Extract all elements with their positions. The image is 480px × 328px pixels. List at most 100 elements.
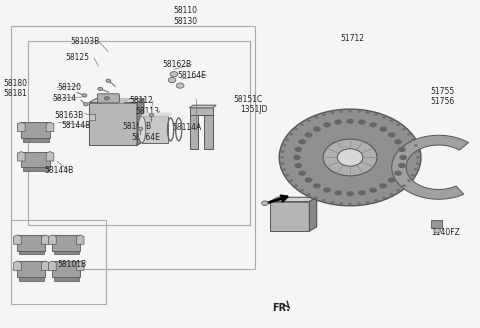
Circle shape: [294, 128, 298, 131]
Ellipse shape: [138, 116, 146, 143]
Circle shape: [369, 122, 377, 127]
Bar: [270, 202, 310, 231]
Polygon shape: [89, 99, 144, 103]
Circle shape: [337, 149, 363, 166]
Circle shape: [322, 199, 326, 202]
Circle shape: [390, 119, 394, 122]
Circle shape: [394, 171, 402, 176]
Polygon shape: [17, 152, 25, 161]
Circle shape: [369, 188, 377, 193]
Polygon shape: [76, 261, 84, 270]
Circle shape: [402, 184, 406, 187]
Circle shape: [407, 179, 411, 182]
Circle shape: [416, 150, 420, 153]
Circle shape: [299, 171, 306, 176]
Circle shape: [357, 110, 361, 113]
Circle shape: [434, 228, 441, 233]
Polygon shape: [101, 99, 129, 103]
Circle shape: [314, 196, 318, 199]
Bar: [190, 108, 213, 115]
Text: 58161B: 58161B: [123, 122, 152, 131]
Bar: [54, 251, 79, 255]
Polygon shape: [46, 152, 54, 161]
Polygon shape: [392, 135, 468, 199]
Circle shape: [348, 110, 352, 113]
Circle shape: [323, 122, 331, 127]
Bar: [28, 41, 250, 225]
Circle shape: [176, 83, 184, 88]
Circle shape: [84, 103, 88, 106]
Bar: [11, 26, 255, 270]
Polygon shape: [432, 219, 442, 228]
Circle shape: [348, 203, 352, 205]
Circle shape: [323, 188, 331, 193]
Circle shape: [339, 110, 343, 113]
Text: 51755: 51755: [431, 87, 455, 96]
Circle shape: [379, 183, 387, 188]
Circle shape: [414, 144, 418, 147]
Text: 58130: 58130: [173, 17, 197, 27]
Circle shape: [398, 163, 406, 168]
Circle shape: [286, 174, 289, 176]
Text: 58164E: 58164E: [178, 71, 207, 80]
Circle shape: [388, 177, 396, 183]
Circle shape: [358, 119, 366, 125]
Text: 1140FZ: 1140FZ: [432, 228, 460, 237]
Bar: [19, 277, 44, 280]
Polygon shape: [46, 122, 54, 132]
Text: FR.: FR.: [273, 303, 290, 313]
Polygon shape: [41, 261, 49, 270]
Circle shape: [313, 183, 321, 188]
Circle shape: [339, 202, 343, 205]
Circle shape: [331, 201, 335, 204]
Text: 58163B: 58163B: [54, 111, 84, 120]
Circle shape: [307, 193, 311, 195]
Circle shape: [313, 127, 321, 132]
Circle shape: [396, 189, 400, 192]
Polygon shape: [310, 197, 317, 231]
Bar: [52, 235, 80, 251]
Circle shape: [335, 190, 342, 195]
Circle shape: [281, 150, 285, 153]
Polygon shape: [270, 197, 317, 202]
Bar: [23, 167, 48, 171]
Text: 58113: 58113: [136, 107, 160, 115]
Polygon shape: [48, 235, 56, 244]
Text: 58112: 58112: [129, 96, 153, 106]
Circle shape: [299, 139, 306, 144]
Circle shape: [280, 156, 284, 159]
Text: 58110: 58110: [173, 6, 197, 15]
Circle shape: [286, 138, 289, 141]
Circle shape: [300, 189, 304, 192]
Circle shape: [402, 128, 406, 131]
Text: 58162B: 58162B: [162, 60, 192, 69]
Text: 58144B: 58144B: [45, 166, 74, 175]
Circle shape: [335, 119, 342, 125]
Circle shape: [82, 94, 87, 97]
Circle shape: [416, 156, 420, 159]
Bar: [17, 235, 45, 251]
Circle shape: [407, 133, 411, 135]
Text: 58103B: 58103B: [70, 37, 99, 46]
Circle shape: [149, 113, 154, 117]
Circle shape: [411, 174, 415, 176]
Circle shape: [294, 184, 298, 187]
Bar: [52, 261, 80, 277]
Circle shape: [358, 190, 366, 195]
Polygon shape: [41, 235, 49, 244]
Circle shape: [396, 123, 400, 126]
Text: 58151C: 58151C: [234, 95, 263, 104]
Text: 51712: 51712: [340, 34, 364, 43]
Polygon shape: [137, 99, 144, 145]
Circle shape: [394, 139, 402, 144]
Text: 58144B: 58144B: [61, 121, 90, 130]
Text: 58180: 58180: [3, 79, 27, 89]
Circle shape: [346, 119, 354, 124]
Bar: [89, 114, 95, 120]
Circle shape: [331, 112, 335, 114]
Polygon shape: [48, 261, 56, 270]
Text: 58314: 58314: [52, 94, 76, 103]
Polygon shape: [142, 113, 171, 116]
Polygon shape: [190, 105, 216, 108]
Circle shape: [289, 179, 293, 182]
